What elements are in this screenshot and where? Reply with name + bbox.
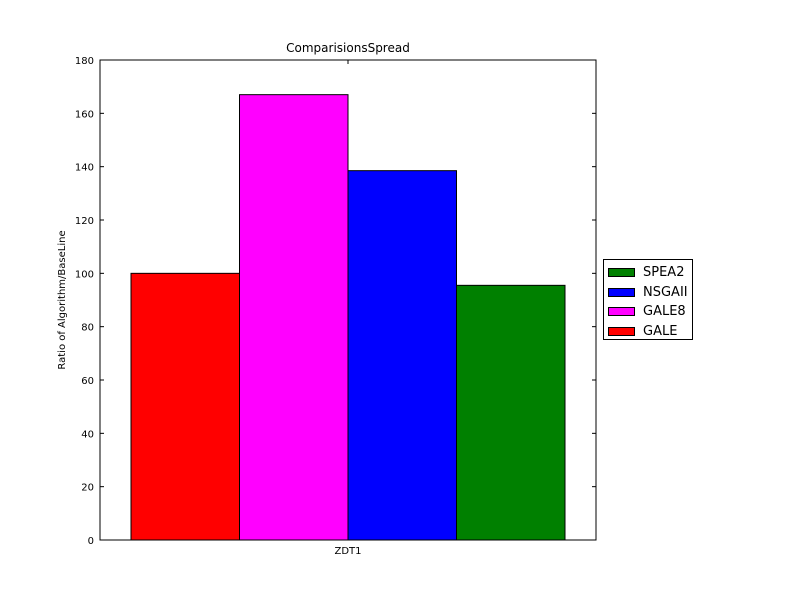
legend-swatch [608, 268, 635, 278]
legend-item-gale8: GALE8 [608, 302, 692, 322]
x-tick-label: ZDT1 [334, 546, 361, 557]
chart-legend: SPEA2 NSGAII GALE8 GALE [603, 259, 693, 340]
y-tick-label: 180 [75, 56, 94, 67]
bar-gale [130, 272, 240, 541]
y-tick-label: 20 [81, 483, 94, 494]
legend-item-spea2: SPEA2 [608, 263, 692, 283]
legend-label: NSGAII [643, 284, 688, 300]
y-tick-label: 40 [81, 429, 94, 440]
y-tick-label: 140 [75, 163, 94, 174]
legend-swatch [608, 307, 635, 317]
legend-item-gale: GALE [608, 322, 692, 342]
legend-label: GALE [643, 323, 678, 339]
plot-area-frame [99, 59, 597, 541]
legend-item-nsgaii: NSGAII [608, 283, 692, 303]
bars-layer [130, 94, 566, 541]
legend-label: GALE8 [643, 304, 686, 320]
ticks-layer: 0 20 40 60 80 100 120 140 160 180 ZDT1 [75, 56, 596, 557]
y-axis-label: Ratio of Algorithm/BaseLine [57, 230, 68, 369]
y-tick-label: 60 [81, 376, 94, 387]
y-tick-label: 120 [75, 216, 94, 227]
bar-spea2 [456, 284, 566, 541]
legend-swatch [608, 287, 635, 297]
y-tick-label: 160 [75, 109, 94, 120]
bar-gale8 [239, 94, 349, 541]
y-tick-label: 100 [75, 269, 94, 280]
y-tick-label: 0 [88, 536, 94, 547]
legend-label: SPEA2 [643, 265, 685, 281]
bar-nsgaii [347, 170, 457, 541]
chart-title: ComparisionsSpread [286, 41, 410, 55]
y-tick-label: 80 [81, 323, 94, 334]
legend-swatch [608, 326, 635, 336]
